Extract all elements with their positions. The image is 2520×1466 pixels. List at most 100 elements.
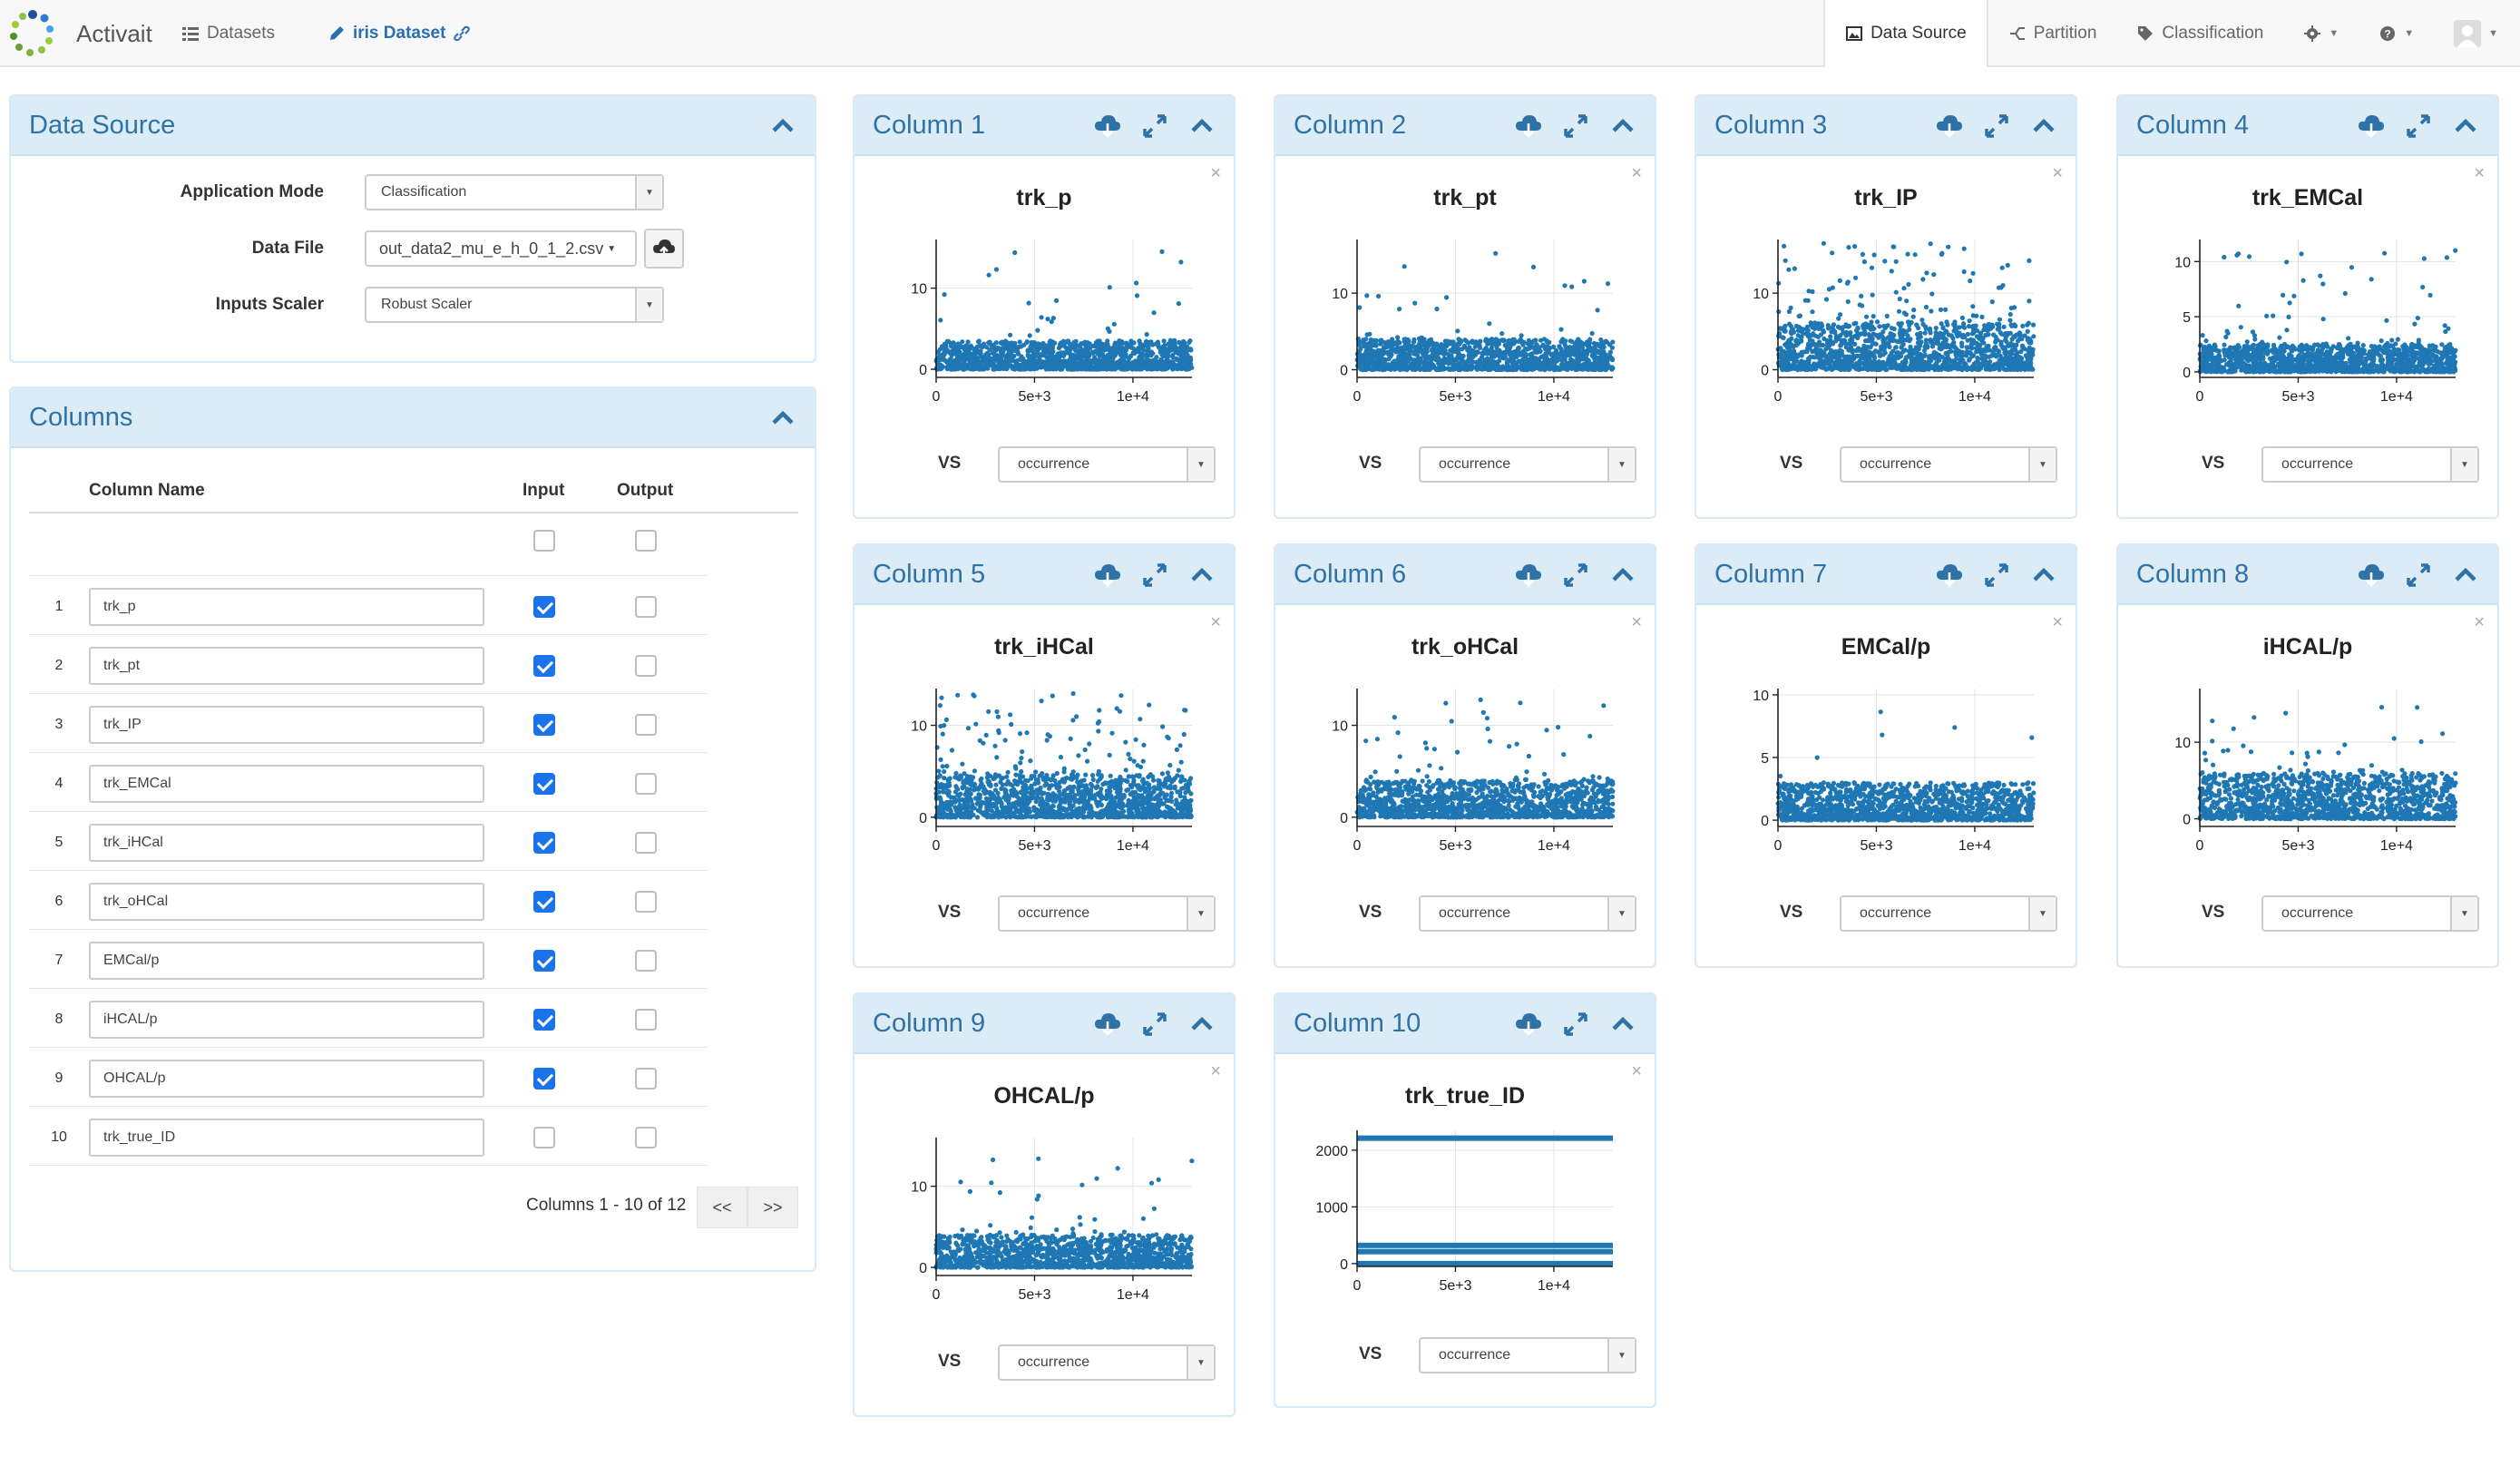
tab-classification[interactable]: Classification [2116, 0, 2283, 67]
column-name-input[interactable]: trk_IP [89, 706, 484, 744]
select-all-input-checkbox[interactable] [533, 530, 555, 552]
tab-partition[interactable]: Partition [1988, 0, 2117, 67]
brand[interactable]: Activait [5, 5, 152, 62]
input-checkbox[interactable] [533, 773, 555, 795]
data-point [1873, 341, 1879, 347]
data-point [1808, 320, 1813, 326]
column-name-input[interactable]: OHCAL/p [89, 1060, 484, 1098]
expand-icon[interactable] [1562, 112, 1589, 140]
output-checkbox[interactable] [635, 1127, 657, 1148]
data-point [1609, 357, 1616, 363]
column-name-input[interactable]: trk_oHCal [89, 883, 484, 921]
upload-data-file-button[interactable] [644, 229, 684, 269]
data-point [1109, 351, 1115, 357]
output-checkbox[interactable] [635, 596, 657, 618]
collapse-chevron-up-icon[interactable] [2452, 112, 2479, 140]
column-name-input[interactable]: trk_p [89, 588, 484, 626]
input-checkbox[interactable] [533, 1127, 555, 1148]
data-point [1922, 344, 1928, 349]
cloud-download-icon[interactable] [2358, 112, 2385, 140]
data-point [1017, 339, 1022, 345]
vs-axis-select[interactable]: occurrence ▼ [1840, 446, 2057, 483]
data-point [1944, 344, 1949, 350]
output-checkbox[interactable] [635, 1068, 657, 1090]
close-icon[interactable]: × [1631, 163, 1642, 183]
input-checkbox[interactable] [533, 891, 555, 913]
settings-menu[interactable]: ▼ [2283, 0, 2359, 67]
data-point [1586, 363, 1591, 368]
data-point [1964, 350, 1969, 356]
data-point [1039, 315, 1044, 320]
cloud-download-icon[interactable] [1936, 112, 1963, 140]
data-point [1877, 324, 1882, 329]
column-name-input[interactable]: trk_iHCal [89, 824, 484, 862]
input-checkbox[interactable] [533, 655, 555, 677]
data-point [1974, 340, 1979, 346]
data-point [967, 366, 973, 371]
data-point [1059, 362, 1064, 367]
column-panel-header: Column 4 [2118, 96, 2497, 156]
nav-current-dataset-link[interactable]: iris Dataset [327, 24, 471, 44]
input-checkbox[interactable] [533, 950, 555, 972]
expand-icon[interactable] [1983, 112, 2010, 140]
column-name-input[interactable]: trk_EMCal [89, 765, 484, 803]
data-point [1042, 361, 1048, 366]
data-point [1603, 338, 1608, 344]
column-name-input[interactable]: EMCal/p [89, 942, 484, 980]
application-mode-select[interactable]: Classification ▼ [365, 174, 664, 210]
output-checkbox[interactable] [635, 773, 657, 795]
column-name-input[interactable]: iHCAL/p [89, 1001, 484, 1039]
data-point [1450, 348, 1455, 354]
close-icon[interactable]: × [2052, 163, 2063, 183]
input-checkbox[interactable] [533, 1009, 555, 1031]
tab-data-source[interactable]: Data Source [1823, 0, 1988, 67]
input-checkbox[interactable] [533, 832, 555, 854]
vs-axis-select[interactable]: occurrence ▼ [1419, 446, 1636, 483]
close-icon[interactable]: × [2474, 163, 2485, 183]
collapse-chevron-up-icon[interactable] [1609, 112, 1636, 140]
data-file-dropdown[interactable]: out_data2_mu_e_h_0_1_2.csv ▼ [365, 230, 637, 267]
data-point [1967, 324, 1972, 329]
nav-datasets-link[interactable]: Datasets [181, 24, 275, 44]
data-point [1569, 366, 1575, 371]
pager-prev-button[interactable]: << [697, 1187, 747, 1228]
collapse-chevron-up-icon[interactable] [1188, 112, 1216, 140]
collapse-chevron-up-icon[interactable] [769, 112, 796, 140]
collapse-chevron-up-icon[interactable] [769, 405, 796, 432]
output-checkbox[interactable] [635, 891, 657, 913]
help-menu[interactable]: ? ▼ [2359, 0, 2434, 67]
output-checkbox[interactable] [635, 655, 657, 677]
data-point [1363, 341, 1368, 347]
data-point [1118, 353, 1124, 358]
cloud-download-icon[interactable] [1094, 112, 1121, 140]
input-checkbox[interactable] [533, 596, 555, 618]
data-point [993, 267, 1000, 272]
select-all-output-checkbox[interactable] [635, 530, 657, 552]
data-point [959, 345, 965, 350]
output-checkbox[interactable] [635, 832, 657, 854]
column-name-input[interactable]: trk_pt [89, 647, 484, 685]
user-menu[interactable]: ▼ [2434, 0, 2518, 67]
collapse-chevron-up-icon[interactable] [2030, 112, 2057, 140]
vs-axis-select[interactable]: occurrence ▼ [998, 446, 1216, 483]
inputs-scaler-select[interactable]: Robust Scaler ▼ [365, 287, 664, 323]
column-name-input[interactable]: trk_true_ID [89, 1119, 484, 1157]
data-point [1107, 328, 1112, 334]
data-point [1783, 366, 1789, 373]
inputs-scaler-value: Robust Scaler [381, 297, 473, 312]
expand-icon[interactable] [2405, 112, 2432, 140]
input-checkbox[interactable] [533, 1068, 555, 1090]
expand-icon[interactable] [1141, 112, 1168, 140]
pager-next-button[interactable]: >> [747, 1187, 798, 1228]
data-point [1445, 356, 1451, 362]
data-point [1486, 349, 1492, 355]
output-checkbox[interactable] [635, 1009, 657, 1031]
data-point [1412, 300, 1418, 306]
output-checkbox[interactable] [635, 950, 657, 972]
input-checkbox[interactable] [533, 714, 555, 736]
output-checkbox[interactable] [635, 714, 657, 736]
cloud-download-icon[interactable] [1515, 112, 1542, 140]
data-point [1481, 347, 1487, 353]
close-icon[interactable]: × [1210, 163, 1221, 183]
